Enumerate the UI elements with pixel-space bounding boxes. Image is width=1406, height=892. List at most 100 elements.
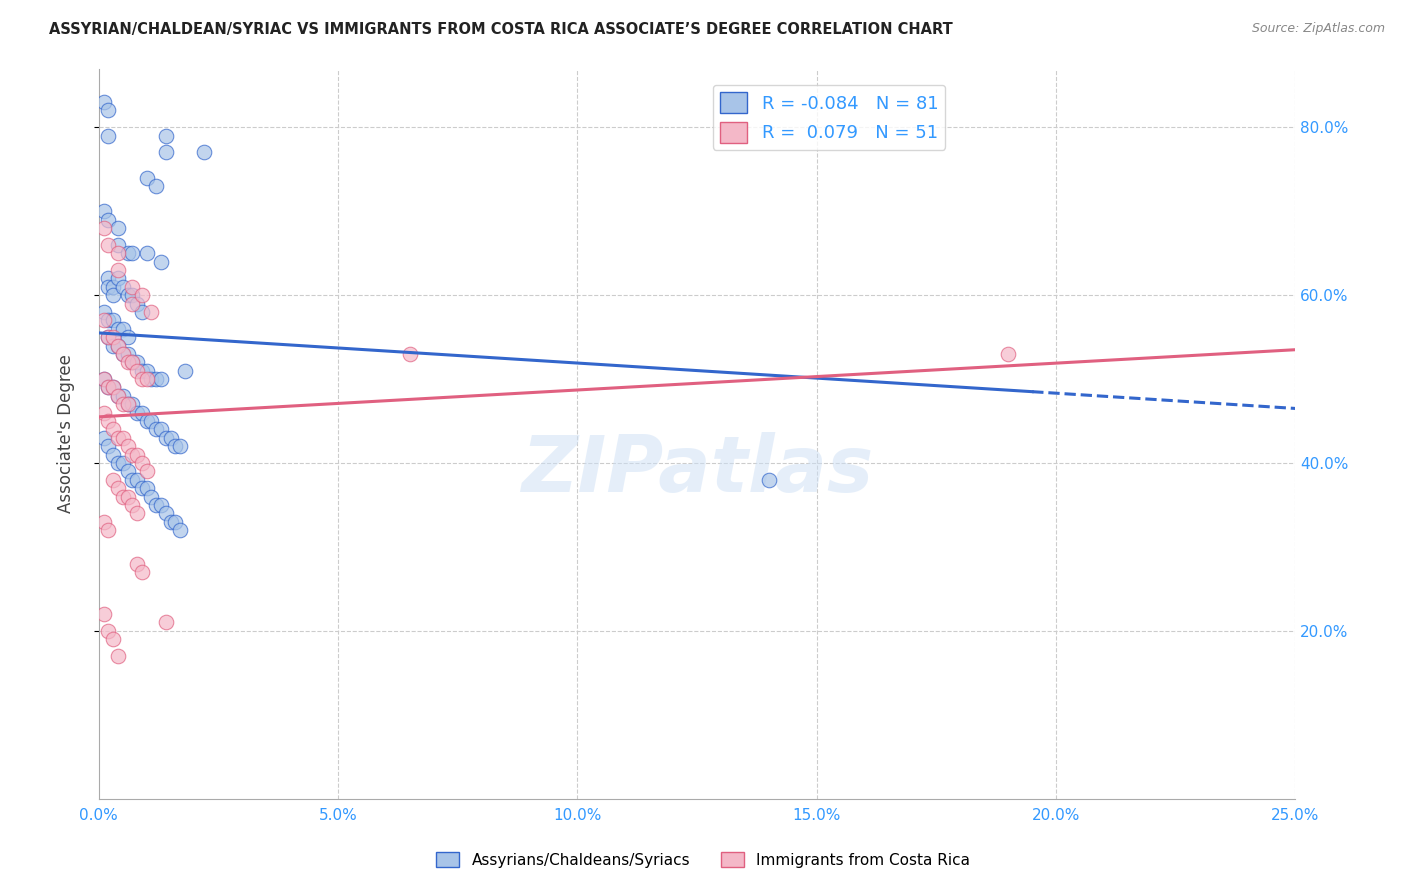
- Point: [135, 170, 157, 185]
- Point: [165, 515, 187, 529]
- Point: [93, 372, 115, 386]
- Point: [97, 313, 120, 327]
- Point: [107, 389, 129, 403]
- Point: [145, 498, 167, 512]
- Point: [121, 448, 143, 462]
- Point: [93, 372, 115, 386]
- Point: [111, 279, 134, 293]
- Point: [141, 414, 163, 428]
- Point: [155, 615, 177, 630]
- Point: [117, 330, 139, 344]
- Point: [165, 439, 187, 453]
- Point: [125, 448, 148, 462]
- Point: [117, 355, 139, 369]
- Point: [111, 347, 134, 361]
- Point: [125, 364, 148, 378]
- Point: [107, 456, 129, 470]
- Point: [174, 364, 197, 378]
- Point: [121, 296, 143, 310]
- Point: [150, 422, 173, 436]
- Legend: R = -0.084   N = 81, R =  0.079   N = 51: R = -0.084 N = 81, R = 0.079 N = 51: [713, 85, 945, 150]
- Point: [107, 246, 129, 260]
- Point: [117, 397, 139, 411]
- Point: [93, 607, 115, 621]
- Point: [125, 473, 148, 487]
- Point: [150, 372, 173, 386]
- Point: [111, 490, 134, 504]
- Point: [121, 355, 143, 369]
- Point: [107, 338, 129, 352]
- Point: [159, 515, 181, 529]
- Point: [101, 380, 124, 394]
- Point: [131, 456, 153, 470]
- Point: [135, 246, 157, 260]
- Point: [97, 237, 120, 252]
- Point: [150, 498, 173, 512]
- Text: ASSYRIAN/CHALDEAN/SYRIAC VS IMMIGRANTS FROM COSTA RICA ASSOCIATE’S DEGREE CORREL: ASSYRIAN/CHALDEAN/SYRIAC VS IMMIGRANTS F…: [49, 22, 953, 37]
- Point: [93, 515, 115, 529]
- Point: [125, 507, 148, 521]
- Point: [169, 523, 191, 537]
- Point: [159, 431, 181, 445]
- Point: [93, 305, 115, 319]
- Point: [97, 212, 120, 227]
- Point: [997, 347, 1019, 361]
- Point: [93, 431, 115, 445]
- Point: [101, 422, 124, 436]
- Point: [107, 649, 129, 664]
- Point: [111, 456, 134, 470]
- Point: [141, 490, 163, 504]
- Y-axis label: Associate's Degree: Associate's Degree: [58, 354, 75, 513]
- Point: [97, 330, 120, 344]
- Point: [131, 364, 153, 378]
- Point: [107, 221, 129, 235]
- Point: [121, 279, 143, 293]
- Point: [125, 557, 148, 571]
- Point: [101, 448, 124, 462]
- Point: [125, 296, 148, 310]
- Text: ZIPatlas: ZIPatlas: [522, 432, 873, 508]
- Point: [117, 439, 139, 453]
- Point: [97, 523, 120, 537]
- Point: [111, 347, 134, 361]
- Point: [121, 288, 143, 302]
- Point: [117, 246, 139, 260]
- Point: [107, 237, 129, 252]
- Point: [111, 431, 134, 445]
- Point: [97, 271, 120, 285]
- Point: [107, 481, 129, 495]
- Point: [193, 145, 215, 160]
- Point: [125, 355, 148, 369]
- Point: [101, 632, 124, 647]
- Point: [97, 380, 120, 394]
- Point: [93, 95, 115, 109]
- Point: [107, 263, 129, 277]
- Point: [121, 498, 143, 512]
- Point: [131, 565, 153, 579]
- Point: [111, 322, 134, 336]
- Point: [107, 338, 129, 352]
- Point: [101, 288, 124, 302]
- Point: [101, 330, 124, 344]
- Point: [101, 313, 124, 327]
- Point: [150, 254, 173, 268]
- Point: [101, 279, 124, 293]
- Point: [101, 473, 124, 487]
- Point: [121, 473, 143, 487]
- Point: [97, 380, 120, 394]
- Point: [97, 624, 120, 638]
- Point: [758, 473, 780, 487]
- Point: [101, 338, 124, 352]
- Point: [107, 431, 129, 445]
- Point: [97, 279, 120, 293]
- Point: [117, 288, 139, 302]
- Point: [93, 406, 115, 420]
- Point: [117, 464, 139, 478]
- Point: [97, 128, 120, 143]
- Point: [107, 389, 129, 403]
- Point: [145, 179, 167, 194]
- Point: [135, 372, 157, 386]
- Point: [145, 422, 167, 436]
- Point: [97, 439, 120, 453]
- Point: [135, 364, 157, 378]
